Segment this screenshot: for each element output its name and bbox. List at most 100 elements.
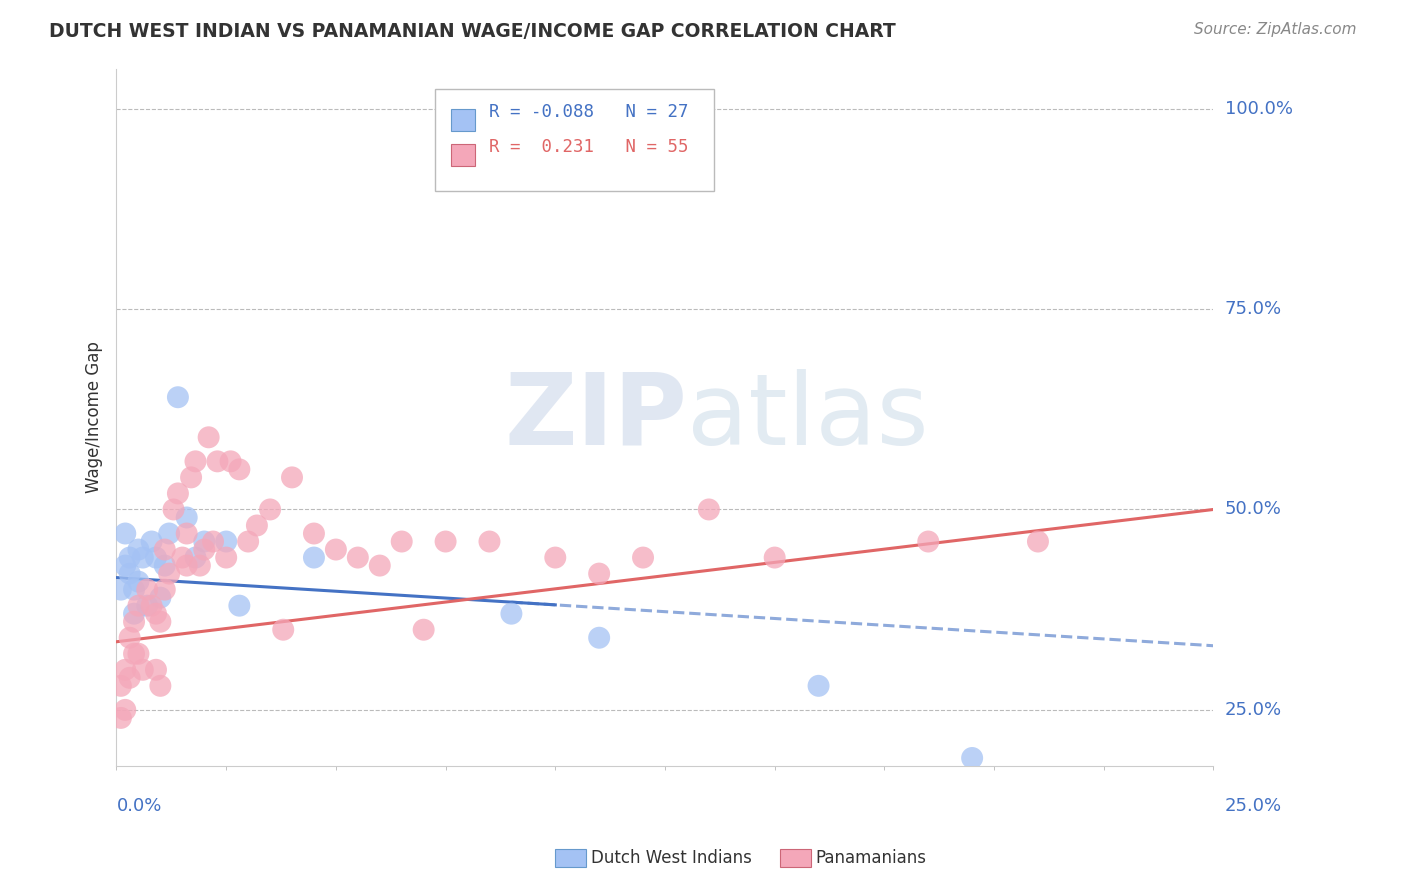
Point [215, 534, 238, 549]
Point [114, 663, 136, 677]
Point [412, 623, 434, 637]
Point [122, 582, 145, 597]
Text: 25.0%: 25.0% [1225, 701, 1282, 719]
Point [434, 534, 457, 549]
Point [176, 526, 198, 541]
Point [122, 607, 145, 621]
Point [122, 647, 145, 661]
Point [188, 558, 211, 573]
Point [122, 615, 145, 629]
Point [110, 679, 132, 693]
Point [141, 534, 163, 549]
Point [193, 542, 215, 557]
Point [588, 631, 610, 645]
Point [157, 566, 180, 581]
Point [127, 599, 149, 613]
Point [1026, 534, 1049, 549]
Point [127, 647, 149, 661]
Point [157, 526, 180, 541]
Point [271, 623, 294, 637]
Point [763, 550, 786, 565]
Bar [451, 145, 475, 166]
Text: 75.0%: 75.0% [1225, 300, 1282, 318]
Y-axis label: Wage/Income Gap: Wage/Income Gap [86, 342, 103, 493]
Point [162, 502, 184, 516]
Point [167, 486, 190, 500]
Point [118, 631, 141, 645]
Point [246, 518, 269, 533]
Point [219, 454, 242, 468]
Point [153, 558, 176, 573]
Point [281, 470, 304, 484]
FancyBboxPatch shape [434, 89, 714, 191]
Point [127, 574, 149, 589]
Bar [451, 110, 475, 131]
Point [391, 534, 413, 549]
Point [501, 607, 523, 621]
Point [127, 542, 149, 557]
Text: Source: ZipAtlas.com: Source: ZipAtlas.com [1194, 22, 1357, 37]
Point [960, 751, 983, 765]
Text: 50.0%: 50.0% [1225, 500, 1281, 518]
Point [172, 550, 194, 565]
Point [145, 607, 167, 621]
Point [149, 615, 172, 629]
Point [141, 599, 163, 613]
Point [114, 558, 136, 573]
Point [118, 550, 141, 565]
Point [368, 558, 391, 573]
Point [325, 542, 347, 557]
Point [132, 550, 155, 565]
Point [167, 390, 190, 404]
Point [207, 454, 229, 468]
Point [149, 679, 172, 693]
Point [184, 454, 207, 468]
Point [917, 534, 939, 549]
Point [118, 566, 141, 581]
Point [478, 534, 501, 549]
Point [176, 558, 198, 573]
Text: ZIP: ZIP [503, 368, 688, 466]
Point [145, 663, 167, 677]
Point [197, 430, 219, 444]
Point [544, 550, 567, 565]
Point [347, 550, 370, 565]
Point [236, 534, 259, 549]
Point [631, 550, 654, 565]
Point [145, 550, 167, 565]
Point [136, 599, 159, 613]
Point [149, 591, 172, 605]
Point [110, 582, 132, 597]
Point [110, 711, 132, 725]
Point [176, 510, 198, 524]
Text: 0.0%: 0.0% [117, 797, 162, 814]
Text: 100.0%: 100.0% [1225, 100, 1292, 118]
Point [588, 566, 610, 581]
Text: DUTCH WEST INDIAN VS PANAMANIAN WAGE/INCOME GAP CORRELATION CHART: DUTCH WEST INDIAN VS PANAMANIAN WAGE/INC… [49, 22, 896, 41]
Text: R = -0.088   N = 27: R = -0.088 N = 27 [489, 103, 689, 121]
Point [184, 550, 207, 565]
Point [132, 663, 155, 677]
Point [114, 526, 136, 541]
Point [153, 582, 176, 597]
Text: R =  0.231   N = 55: R = 0.231 N = 55 [489, 138, 689, 156]
Point [807, 679, 830, 693]
Point [697, 502, 720, 516]
Point [180, 470, 202, 484]
Point [228, 462, 250, 476]
Point [193, 534, 215, 549]
Point [302, 526, 325, 541]
Point [202, 534, 225, 549]
Text: atlas: atlas [688, 368, 928, 466]
Point [302, 550, 325, 565]
Point [228, 599, 250, 613]
Point [215, 550, 238, 565]
Text: 25.0%: 25.0% [1225, 797, 1282, 814]
Point [114, 703, 136, 717]
Text: Dutch West Indians: Dutch West Indians [591, 849, 751, 867]
Text: Panamanians: Panamanians [815, 849, 927, 867]
Point [118, 671, 141, 685]
Point [259, 502, 281, 516]
Point [136, 582, 159, 597]
Point [153, 542, 176, 557]
